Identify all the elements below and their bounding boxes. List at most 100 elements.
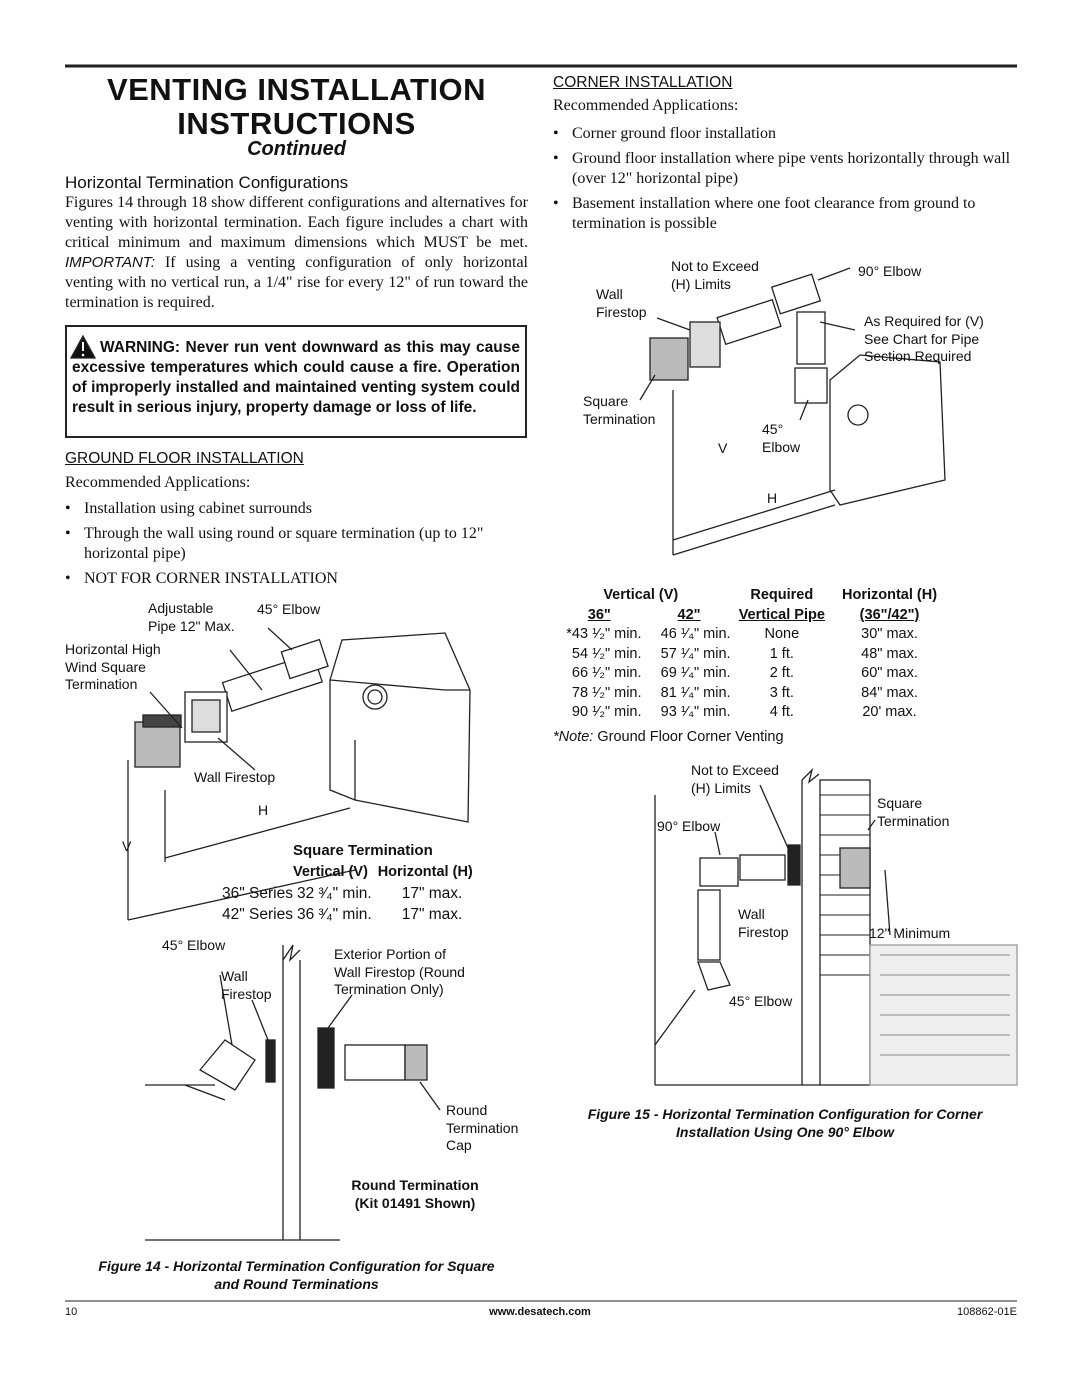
label: Exterior Portion of Wall Firestop (Round…: [334, 946, 465, 997]
label: 90° Elbow: [858, 263, 922, 279]
title-line: INSTRUCTIONS: [177, 106, 416, 141]
label: H: [258, 802, 269, 818]
lead: Recommended Applications:: [553, 97, 739, 114]
label: 45° Elbow: [257, 601, 321, 617]
td: 17" max.: [401, 885, 463, 902]
td: None: [764, 626, 800, 642]
subtitle: Continued: [247, 138, 346, 160]
td: 81 ¹⁄₄" min.: [660, 684, 731, 701]
td: 36" Series: [222, 885, 293, 902]
bullet: Installation using cabinet surrounds: [65, 499, 547, 519]
th: Horizontal (H): [377, 864, 473, 880]
label: Wall Firestop: [596, 286, 647, 320]
warning-box: [65, 325, 527, 438]
table-title: Square Termination: [293, 842, 433, 859]
table-row: 78 ¹⁄₂" min. 81 ¹⁄₄" min. 3 ft. 84" max.: [551, 684, 946, 704]
table-body: *43 ¹⁄₂" min. 46 ¹⁄₄" min. None 30" max. 54 …: [551, 625, 946, 723]
td: 84" max.: [861, 684, 918, 701]
td: 3 ft.: [769, 684, 794, 701]
label: Wall Firestop: [194, 769, 276, 785]
label: H: [767, 490, 778, 506]
round-title: Round Termination (Kit 01491 Shown): [351, 1177, 479, 1211]
label: Not to Exceed (H) Limits: [691, 762, 779, 796]
th: Vertical (V): [603, 587, 679, 603]
caption: Figure 14 - Horizontal Termination Confi…: [98, 1258, 495, 1292]
td: 2 ft.: [769, 665, 794, 681]
figure15-bottom-drawing: [654, 767, 1018, 1086]
td: 4 ft.: [769, 704, 794, 720]
emphasis: IMPORTANT:: [65, 254, 155, 271]
th: 42": [677, 606, 701, 623]
lead: Recommended Applications:: [65, 474, 251, 491]
th: 36": [587, 606, 611, 623]
intro-paragraph: Figures 14 through 18 show different con…: [65, 193, 528, 313]
caption: Figure 15 - Horizontal Termination Confi…: [587, 1106, 983, 1140]
note-label: *Note:: [553, 729, 594, 745]
label: Square Termination: [583, 393, 656, 427]
title: VENTING INSTALLATION INSTRUCTIONS: [65, 73, 528, 141]
label: Round Termination Cap: [446, 1102, 519, 1153]
label: Adjustable Pipe 12" Max.: [148, 600, 235, 634]
bullet: Corner ground floor installation: [553, 124, 1036, 144]
label: Wall Firestop: [738, 906, 789, 940]
label: 12" Minimum: [869, 925, 951, 941]
label: As Required for (V) See Chart for Pipe S…: [864, 313, 984, 364]
td: *43 ¹⁄₂" min.: [566, 626, 642, 642]
td: 46 ¹⁄₄" min.: [660, 626, 731, 642]
td: 78 ¹⁄₂" min.: [571, 684, 642, 701]
table-row: 66 ¹⁄₂" min. 69 ¹⁄₄" min. 2 ft. 60" max.: [551, 664, 946, 684]
doc-number: 108862-01E: [957, 1306, 1017, 1318]
th: (36"/42"): [859, 606, 920, 623]
label: Wall Firestop: [221, 968, 272, 1002]
td: 66 ¹⁄₂" min.: [571, 665, 642, 681]
td: 36 ³⁄₄" min.: [296, 906, 372, 923]
figure15-top-drawing: [639, 267, 946, 556]
bullet: Through the wall using round or square t…: [65, 524, 547, 564]
td: 90 ¹⁄₂" min.: [571, 704, 642, 720]
th: Vertical (V): [292, 864, 368, 880]
url: www.desatech.com: [489, 1306, 591, 1318]
label: 45° Elbow: [729, 993, 793, 1009]
td: 42" Series: [222, 906, 293, 923]
td: 1 ft.: [769, 645, 794, 662]
label: V: [718, 440, 728, 456]
th: Vertical Pipe: [738, 606, 825, 623]
td: 57 ¹⁄₄" min.: [660, 645, 731, 662]
td: 69 ¹⁄₄" min.: [660, 665, 731, 681]
table-row: 90 ¹⁄₂" min. 93 ¹⁄₄" min. 4 ft. 20' max.: [551, 703, 946, 723]
td: 48" max.: [861, 645, 918, 662]
square-table: Vertical (V) Horizontal (H) 36" Series 32 …: [222, 862, 473, 925]
table-row: 54 ¹⁄₂" min. 57 ¹⁄₄" min. 1 ft. 48" max.: [551, 645, 946, 665]
label: 45° Elbow: [762, 421, 801, 455]
bullet: Ground floor installation where pipe ven…: [553, 149, 1036, 189]
label: Horizontal High Wind Square Termination: [65, 641, 161, 692]
label: V: [122, 838, 132, 854]
note-text: Ground Floor Corner Venting: [597, 729, 784, 745]
heading: CORNER INSTALLATION: [553, 74, 733, 91]
warning-text: WARNING: Never run vent downward as this…: [72, 339, 520, 416]
td: 60" max.: [861, 665, 918, 681]
figure14-drawing: [127, 627, 471, 1241]
label: Square Termination: [877, 795, 950, 829]
bullet: Basement installation where one foot cle…: [553, 194, 1036, 234]
table-row: *43 ¹⁄₂" min. 46 ¹⁄₄" min. None 30" max.: [551, 625, 946, 645]
heading: GROUND FLOOR INSTALLATION: [65, 450, 304, 467]
title-line: VENTING INSTALLATION: [106, 72, 487, 107]
label: Not to Exceed (H) Limits: [671, 258, 759, 292]
text: If using a venting configuration of only…: [65, 254, 528, 311]
table-note: *Note: Ground Floor Corner Venting: [553, 729, 784, 745]
label: 90° Elbow: [657, 818, 721, 834]
warning-icon: [69, 334, 97, 359]
th: Required: [750, 587, 814, 603]
td: 20' max.: [862, 704, 917, 720]
td: 30" max.: [861, 626, 918, 642]
td: 54 ¹⁄₂" min.: [571, 645, 642, 662]
bullet: NOT FOR CORNER INSTALLATION: [65, 569, 547, 589]
page-number: 10: [65, 1306, 78, 1318]
text: Figures 14 through 18 show different con…: [65, 194, 528, 251]
corner-table: Vertical (V) Required Horizontal (H) 36" 42…: [551, 586, 946, 723]
label: 45° Elbow: [162, 937, 226, 953]
td: 93 ¹⁄₄" min.: [660, 704, 731, 720]
